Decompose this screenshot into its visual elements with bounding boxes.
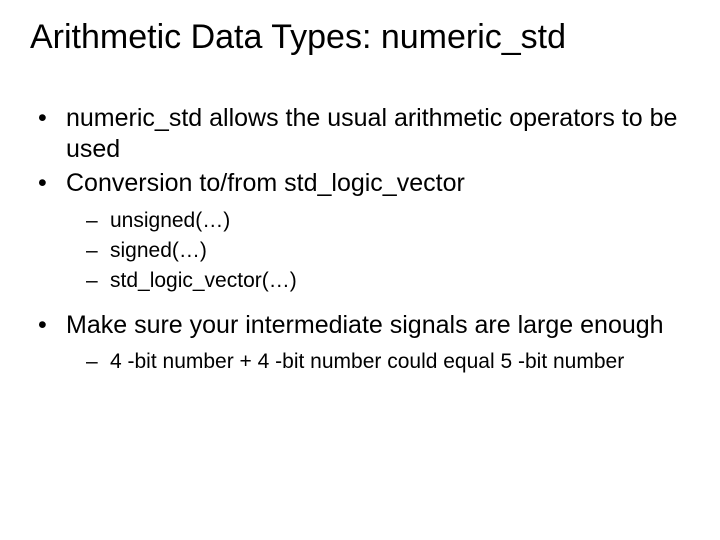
sub-bullet-item: 4 -bit number + 4 -bit number could equa… (86, 348, 690, 376)
sub-bullet-text: unsigned(…) (110, 209, 230, 232)
bullet-text: numeric_std allows the usual arithmetic … (66, 104, 677, 163)
bullet-item: Make sure your intermediate signals are … (38, 310, 690, 377)
bullet-list: numeric_std allows the usual arithmetic … (30, 103, 690, 376)
bullet-text: Conversion to/from std_logic_vector (66, 169, 465, 197)
sub-bullet-item: signed(…) (86, 237, 690, 265)
sub-bullet-item: std_logic_vector(…) (86, 267, 690, 295)
sub-bullet-list: 4 -bit number + 4 -bit number could equa… (66, 348, 690, 376)
sub-bullet-text: std_logic_vector(…) (110, 269, 297, 292)
bullet-item: Conversion to/from std_logic_vector unsi… (38, 168, 690, 296)
slide-title: Arithmetic Data Types: numeric_std (30, 18, 690, 57)
sub-bullet-text: 4 -bit number + 4 -bit number could equa… (110, 350, 624, 373)
bullet-text: Make sure your intermediate signals are … (66, 311, 664, 339)
slide: Arithmetic Data Types: numeric_std numer… (0, 0, 720, 540)
bullet-item: numeric_std allows the usual arithmetic … (38, 103, 690, 164)
sub-bullet-text: signed(…) (110, 239, 207, 262)
sub-bullet-item: unsigned(…) (86, 207, 690, 235)
sub-bullet-list: unsigned(…) signed(…) std_logic_vector(…… (66, 207, 690, 296)
